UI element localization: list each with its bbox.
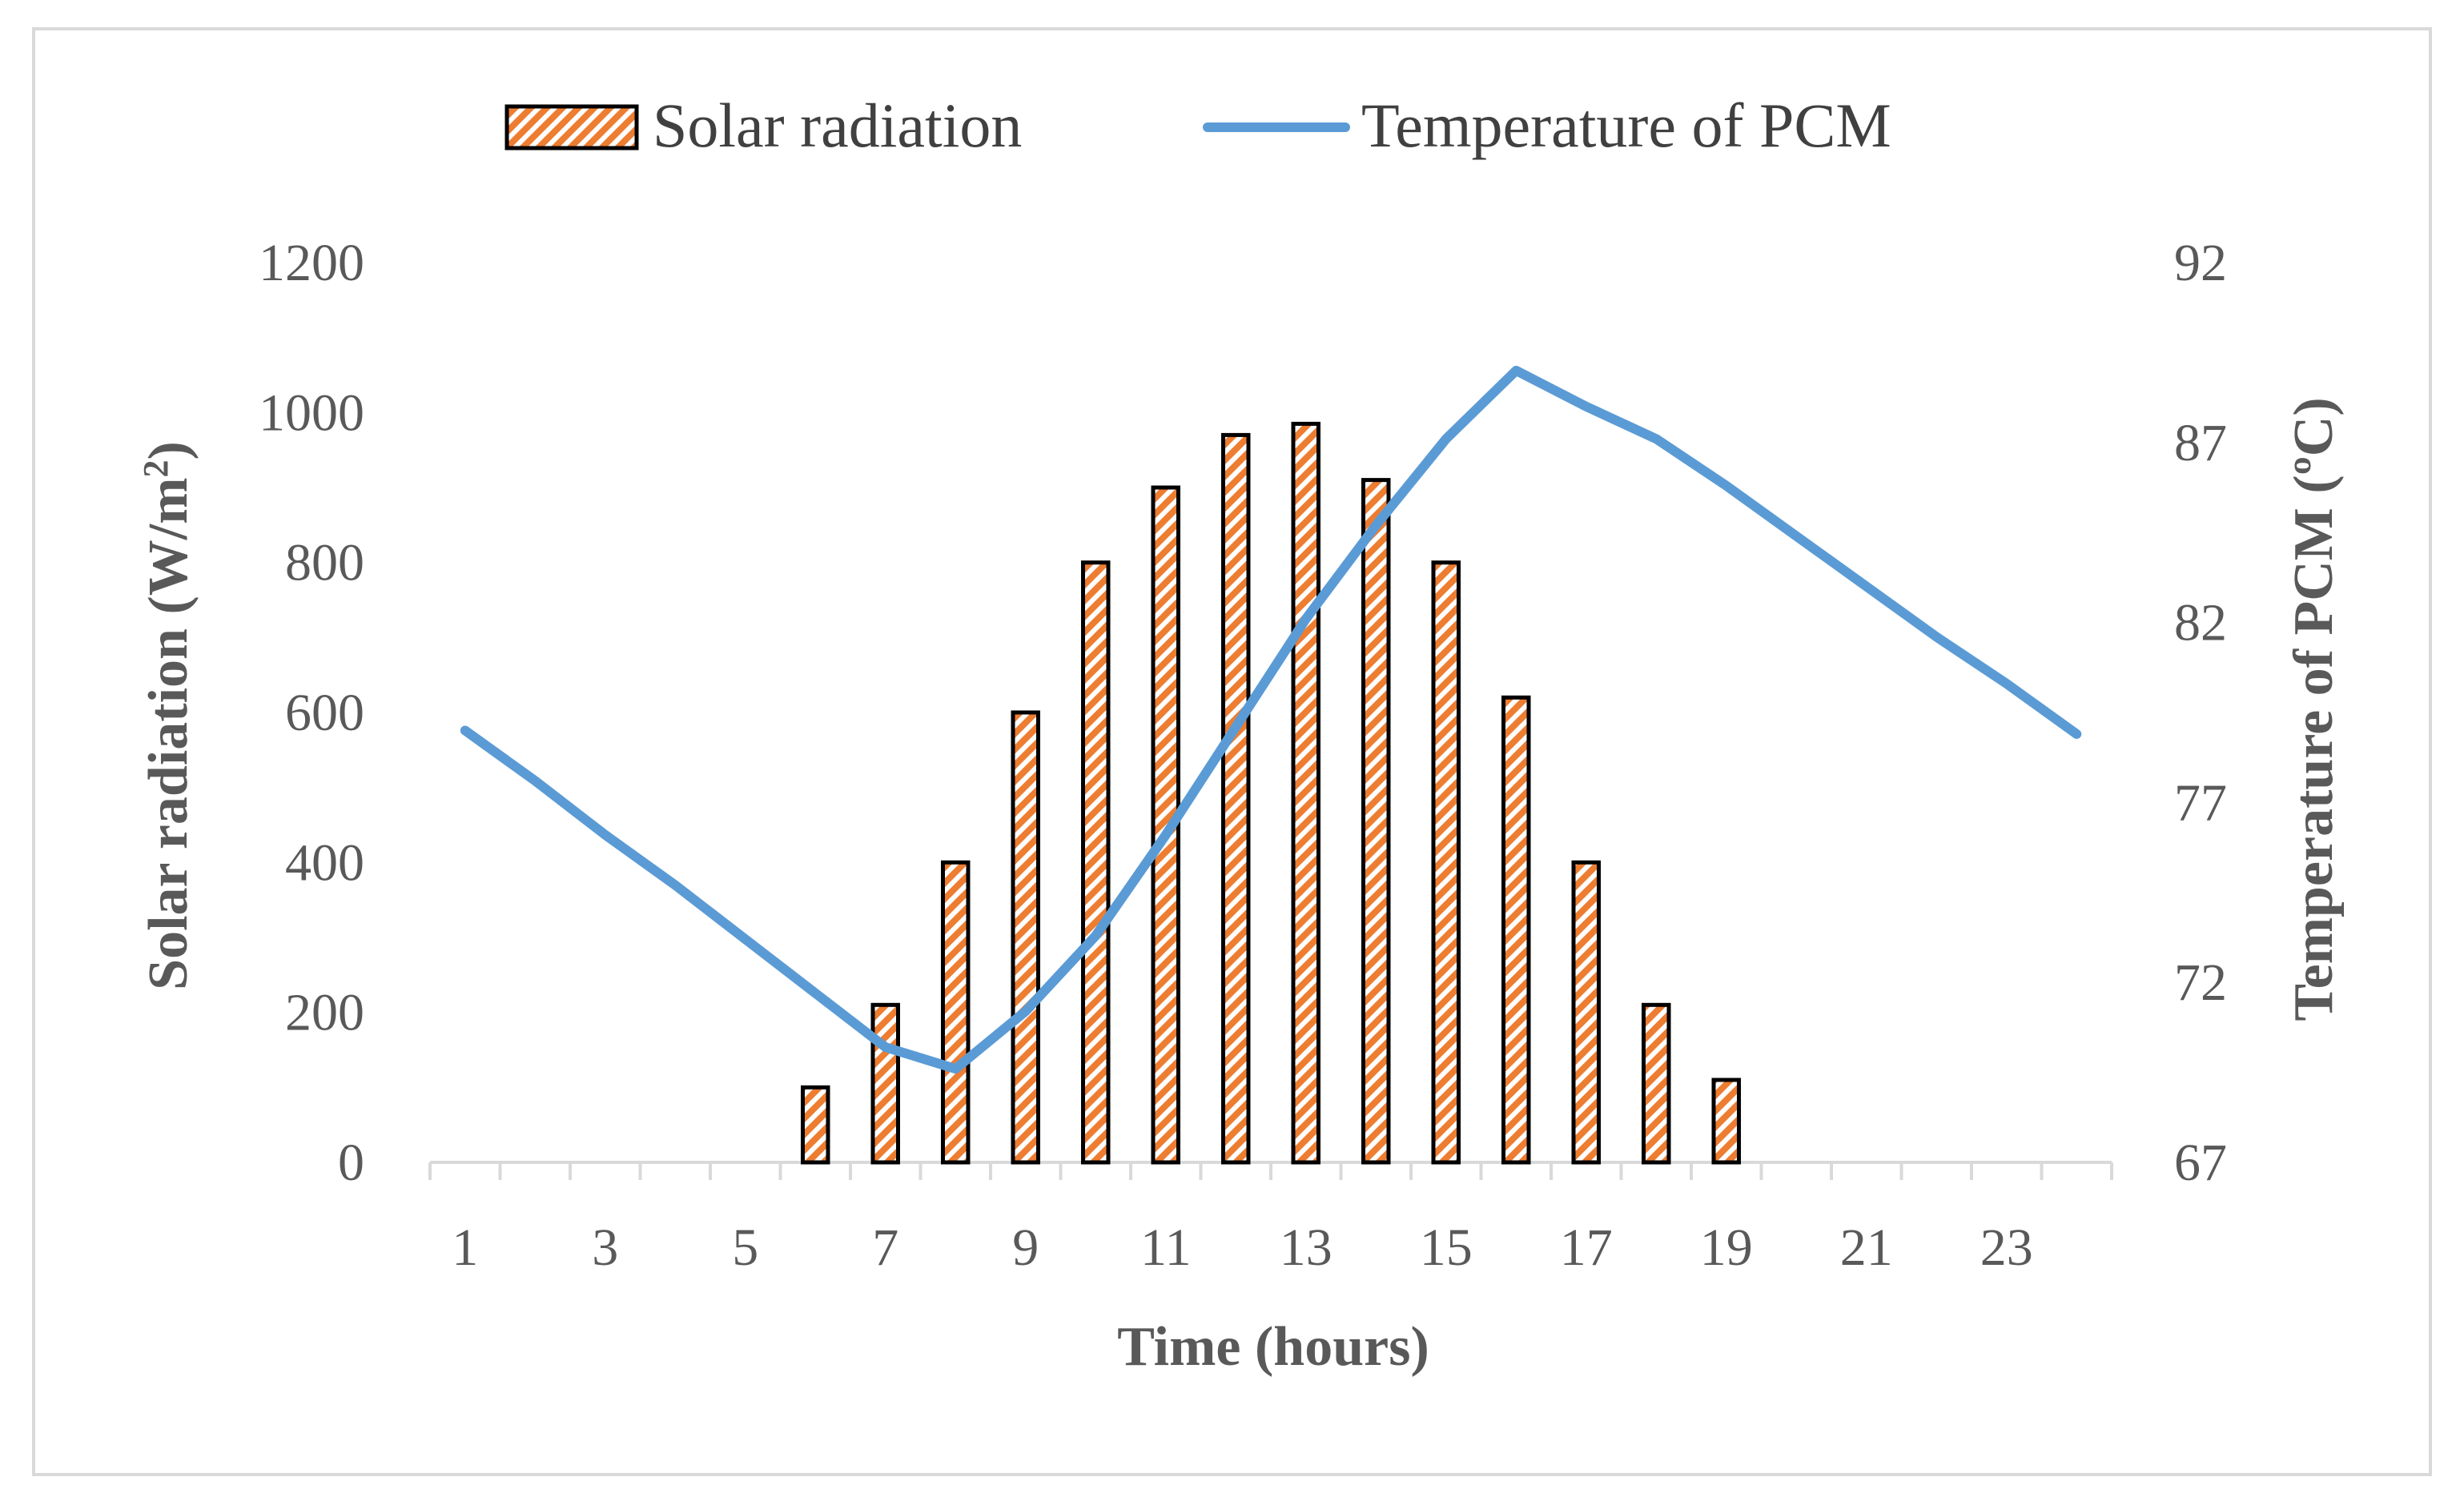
y-right-tick-label: 77 (2174, 773, 2227, 832)
bar-hour-9 (1011, 710, 1040, 1165)
bar-hour-10 (1081, 560, 1111, 1165)
x-tick-label: 21 (1840, 1218, 1893, 1277)
y-left-tick-label: 0 (338, 1134, 364, 1192)
bar-hour-17 (1571, 860, 1601, 1165)
y-axis-left-title: Solar radiation (W/m2) (136, 441, 200, 990)
x-tick-label: 11 (1140, 1218, 1192, 1277)
x-tick-label: 19 (1700, 1218, 1753, 1277)
x-tick-label: 1 (452, 1218, 478, 1277)
y-right-tick-label: 92 (2174, 234, 2227, 292)
axes (428, 1161, 2113, 1180)
temperature-line (460, 365, 2082, 1074)
y-axis-left-title-superscript: 2 (136, 460, 175, 477)
bar-series-solar-radiation (801, 421, 1741, 1165)
bar-hour-12 (1221, 432, 1251, 1165)
bar-hour-7 (870, 1002, 900, 1165)
y-right-tick-label: 72 (2174, 953, 2227, 1012)
bar-hour-8 (941, 860, 971, 1165)
bar-hour-18 (1642, 1002, 1671, 1165)
bar-hour-14 (1361, 478, 1391, 1165)
x-tick-label: 17 (1560, 1218, 1613, 1277)
legend-swatch-solar-radiation (504, 104, 639, 150)
x-tick-label: 7 (872, 1218, 898, 1277)
x-tick-label: 23 (1980, 1218, 2033, 1277)
legend-label-temperature-of-pcm: Temperature of PCM (1361, 90, 1891, 160)
y-axis-left-title-close: ) (138, 441, 199, 460)
x-tick-label: 5 (732, 1218, 758, 1277)
y-right-tick-label: 87 (2174, 414, 2227, 472)
bar-hour-6 (801, 1085, 830, 1165)
y-left-tick-label: 1000 (259, 383, 364, 442)
bar-hour-13 (1291, 421, 1320, 1165)
legend: Solar radiation Temperature of PCM (504, 90, 1891, 160)
bar-hour-16 (1501, 695, 1531, 1165)
y-left-tick-label: 600 (285, 684, 364, 742)
y-left-tick-label: 800 (285, 534, 364, 592)
y-left-tick-label: 400 (285, 833, 364, 892)
bar-hour-19 (1711, 1078, 1741, 1165)
y-right-tick-label: 67 (2174, 1134, 2227, 1192)
x-tick-label: 13 (1280, 1218, 1332, 1277)
x-tick-label: 3 (592, 1218, 618, 1277)
y-axis-right-title: Temperature of PCM (ºC) (2283, 397, 2345, 1021)
x-tick-label: 15 (1420, 1218, 1473, 1277)
line-series-temperature-of-pcm (460, 365, 2082, 1074)
y-right-tick-label: 82 (2174, 594, 2227, 652)
y-left-tick-label: 1200 (259, 234, 364, 292)
legend-label-solar-radiation: Solar radiation (653, 90, 1022, 160)
x-axis-title: Time (hours) (1117, 1316, 1429, 1378)
y-left-tick-label: 200 (285, 984, 364, 1042)
y-axis-left-title-base: Solar radiation (W/m (138, 477, 199, 989)
bar-hour-15 (1431, 560, 1461, 1165)
x-tick-label: 9 (1012, 1218, 1039, 1277)
